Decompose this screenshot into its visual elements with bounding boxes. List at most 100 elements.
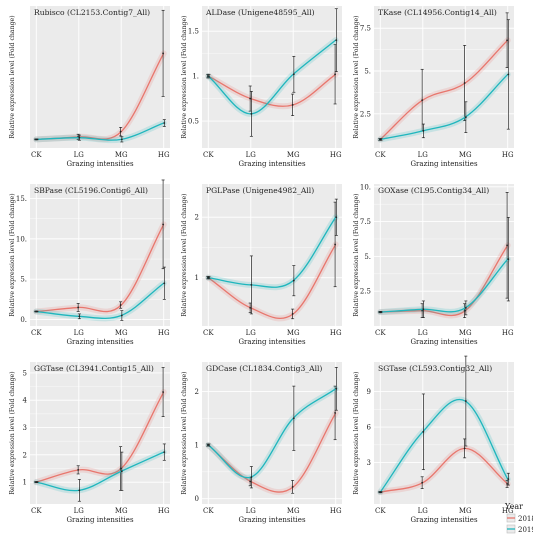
x-tick-label: CK	[375, 507, 386, 515]
data-point	[250, 112, 253, 115]
panel-title: SBPase (CL5196.Contig6_All)	[34, 186, 148, 195]
y-tick-label: 2	[23, 451, 27, 459]
data-point	[250, 476, 253, 479]
x-axis-label: Grazing intensities	[66, 516, 133, 524]
data-point	[249, 97, 252, 100]
data-point	[506, 244, 508, 247]
plot-area	[374, 184, 514, 326]
x-tick-label: HG	[158, 329, 170, 337]
data-point	[162, 223, 165, 226]
x-tick-label: HG	[502, 507, 514, 515]
x-tick-label: MG	[287, 329, 300, 337]
x-tick-label: CK	[31, 507, 42, 515]
y-axis-label: Relative expression level (Fold change)	[9, 193, 16, 316]
x-tick-label: MG	[287, 151, 300, 159]
y-tick-label: 5	[23, 369, 27, 377]
data-point	[249, 306, 252, 309]
y-tick-label: 5.	[364, 68, 371, 76]
y-tick-label: 1	[195, 274, 199, 282]
data-point	[334, 73, 336, 76]
x-tick-label: HG	[158, 507, 170, 515]
y-tick-label: 10.	[360, 183, 371, 191]
data-point	[380, 491, 382, 494]
x-axis-label: Grazing intensities	[410, 338, 477, 346]
panel-title: GDCase (CL1834.Contig3_All)	[206, 364, 322, 373]
x-tick-label: HG	[330, 151, 342, 159]
series-line-2019	[36, 451, 164, 492]
y-tick-label: 2.5	[360, 288, 371, 296]
data-point	[120, 138, 123, 141]
legend: Year 2018 2019	[504, 502, 533, 534]
y-tick-label: 3	[23, 424, 27, 432]
series-line-2018	[36, 391, 165, 483]
data-point	[292, 417, 295, 420]
y-tick-label: 15.	[16, 195, 27, 203]
data-point	[163, 282, 166, 285]
panel-title: GOXase (CL95.Contig34_All)	[378, 186, 489, 195]
y-axis-label: Relative expression level (Fold change)	[9, 371, 16, 494]
series-line-2019	[36, 122, 164, 141]
chart-panel-3: TKase (CL14956.Contig14_All) 2.5 5. 7.5 CK LG…	[353, 6, 514, 168]
data-point	[250, 284, 253, 286]
series-line-2018	[379, 39, 509, 140]
data-point	[208, 444, 210, 446]
data-point	[77, 306, 80, 309]
data-point	[464, 400, 467, 402]
series-line-2019	[208, 216, 337, 288]
x-axis-label: Grazing intensities	[410, 516, 477, 524]
x-tick-label: HG	[502, 151, 514, 159]
data-point	[506, 39, 508, 42]
data-point	[464, 116, 467, 119]
x-tick-label: MG	[459, 507, 472, 515]
y-tick-label: 0.5	[188, 118, 199, 126]
data-point	[506, 482, 508, 485]
y-tick-label: 0	[195, 495, 199, 503]
y-tick-label: 3	[367, 459, 371, 467]
data-point	[335, 216, 338, 219]
data-point	[507, 73, 510, 76]
series-line-2019	[380, 73, 509, 141]
x-tick-label: MG	[115, 507, 128, 515]
x-tick-label: LG	[74, 151, 85, 159]
data-point	[335, 387, 338, 390]
plot-area	[30, 184, 170, 326]
data-point	[335, 39, 338, 42]
y-tick-label: 1.	[192, 73, 199, 81]
series-line-2019	[207, 388, 337, 479]
data-point	[422, 308, 425, 311]
x-axis-label: Grazing intensities	[238, 160, 305, 168]
data-point	[421, 481, 424, 484]
plot-area	[374, 6, 514, 148]
x-tick-label: CK	[375, 151, 386, 159]
data-point	[78, 489, 81, 492]
y-tick-label: 4	[23, 397, 28, 405]
x-axis-label: Grazing intensities	[238, 516, 305, 524]
data-point	[162, 391, 165, 393]
data-point	[463, 309, 466, 312]
y-tick-label: 1.5	[188, 28, 199, 36]
x-axis-label: Grazing intensities	[66, 160, 133, 168]
data-point	[421, 309, 424, 312]
y-tick-label: 6	[367, 424, 372, 432]
y-tick-label: 1	[23, 479, 27, 487]
data-point	[291, 103, 294, 106]
data-point	[291, 313, 294, 315]
x-axis-label: Grazing intensities	[238, 338, 305, 346]
data-point	[249, 480, 252, 483]
series-line-2018	[207, 244, 337, 319]
y-axis-label: Relative expression level (Fold change)	[9, 15, 16, 138]
y-tick-label: 5.	[364, 253, 371, 261]
data-point	[36, 481, 38, 484]
panel-title: Rubisco (CL2153.Contig7_All)	[34, 8, 150, 17]
y-tick-label: 7.5	[360, 25, 371, 33]
data-point	[334, 412, 336, 414]
y-tick-label: 7.5	[360, 218, 371, 226]
panel-title: GGTase (CL3941.Contig15_All)	[34, 364, 154, 373]
plot-area	[202, 362, 342, 504]
x-tick-label: HG	[330, 507, 342, 515]
data-point	[422, 129, 425, 132]
series-line-2018	[207, 73, 337, 107]
plot-area	[30, 6, 170, 148]
series-line-2018	[207, 412, 337, 493]
